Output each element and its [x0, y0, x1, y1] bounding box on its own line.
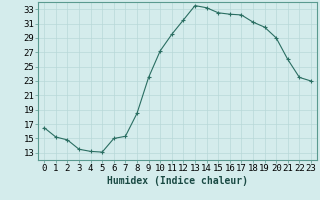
X-axis label: Humidex (Indice chaleur): Humidex (Indice chaleur) [107, 176, 248, 186]
